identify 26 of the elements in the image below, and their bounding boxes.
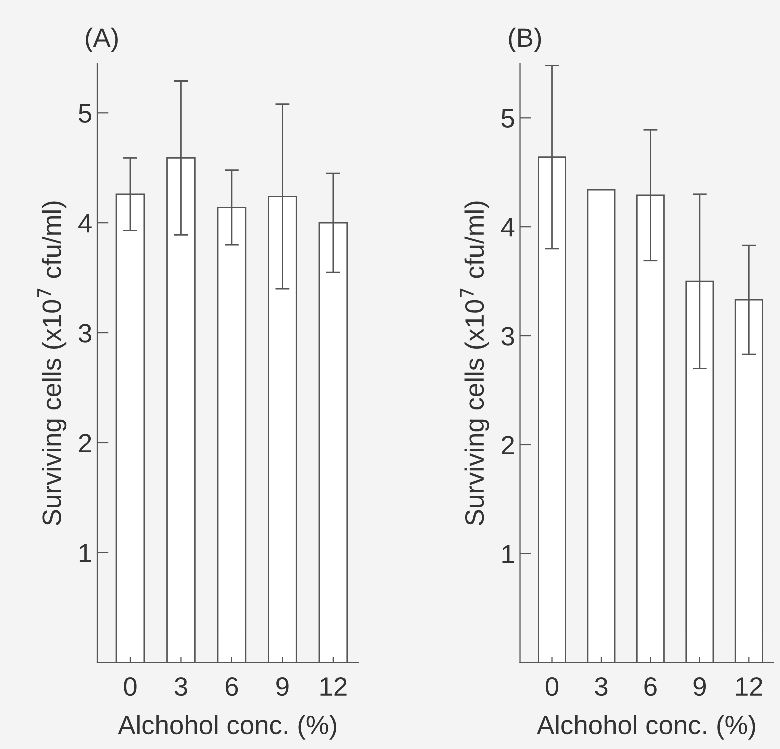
x-tick-label: 0: [546, 677, 559, 696]
x-tick-label: 3: [174, 677, 188, 696]
x-tick-label: 6: [644, 677, 657, 696]
chart-title: (A): [86, 28, 118, 52]
x-tick-label: 0: [124, 677, 137, 696]
y-tick-label: 3: [502, 327, 514, 346]
y-tick-label: 4: [501, 218, 515, 237]
y-tick-label: 5: [502, 110, 514, 128]
y-tick-label: 2: [79, 434, 92, 453]
chart-title: (B): [509, 28, 542, 52]
x-tick-label: 12: [320, 677, 347, 696]
y-tick-label: 1: [80, 544, 92, 562]
x-tick-label: 12: [736, 677, 762, 696]
x-tick-label: 3: [595, 677, 608, 696]
y-axis-title: Surviving cells (x10$^{7}$ cfu/ml): [38, 202, 67, 526]
y-tick-label: 5: [79, 104, 92, 123]
y-tick-label: 4: [78, 214, 92, 233]
y-tick-label: 2: [502, 436, 514, 455]
x-axis-title: Alchohol conc. (%): [118, 715, 337, 740]
x-tick-label: 9: [694, 677, 706, 696]
x-tick-label: 9: [276, 677, 289, 696]
x-axis-title: Alchohol conc. (%): [537, 715, 756, 740]
y-tick-label: 3: [78, 324, 92, 343]
y-tick-label: 1: [502, 545, 514, 564]
x-tick-label: 6: [226, 677, 238, 696]
y-axis-title: Surviving cells (x10$^{7}$ cfu/ml): [460, 202, 490, 526]
